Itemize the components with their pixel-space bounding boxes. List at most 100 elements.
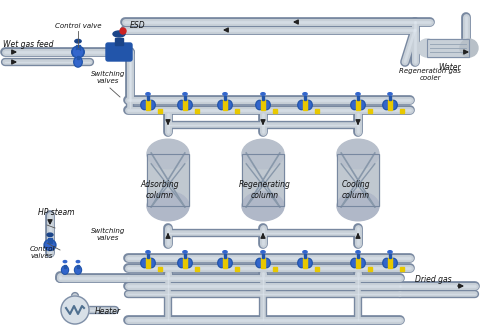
- Text: Dried gas: Dried gas: [415, 275, 452, 284]
- Ellipse shape: [264, 260, 269, 266]
- Text: Heater: Heater: [95, 307, 121, 316]
- Bar: [304, 96, 306, 100]
- Ellipse shape: [147, 192, 189, 221]
- Bar: [400, 267, 404, 271]
- Ellipse shape: [75, 58, 81, 66]
- Ellipse shape: [359, 260, 364, 266]
- Ellipse shape: [179, 260, 184, 266]
- Ellipse shape: [263, 100, 270, 110]
- Ellipse shape: [76, 260, 80, 263]
- Ellipse shape: [256, 100, 264, 110]
- Ellipse shape: [142, 101, 147, 109]
- Ellipse shape: [149, 260, 154, 266]
- Bar: [147, 154, 189, 206]
- Bar: [77, 265, 79, 268]
- Bar: [76, 45, 80, 50]
- Ellipse shape: [388, 251, 392, 253]
- Ellipse shape: [384, 101, 389, 109]
- Bar: [158, 267, 162, 271]
- Bar: [368, 267, 372, 271]
- Circle shape: [120, 28, 126, 34]
- Ellipse shape: [46, 241, 54, 249]
- Bar: [389, 96, 391, 100]
- Bar: [146, 258, 150, 268]
- Ellipse shape: [47, 233, 53, 237]
- Ellipse shape: [183, 93, 187, 95]
- Bar: [223, 100, 227, 110]
- Ellipse shape: [149, 101, 154, 109]
- Bar: [357, 96, 359, 100]
- Ellipse shape: [225, 258, 232, 268]
- Ellipse shape: [337, 192, 379, 221]
- Text: HP steam: HP steam: [38, 208, 74, 217]
- Ellipse shape: [146, 251, 150, 253]
- Ellipse shape: [358, 100, 365, 110]
- Text: Control
valves: Control valves: [29, 246, 55, 259]
- Ellipse shape: [261, 93, 265, 95]
- Bar: [235, 267, 239, 271]
- Circle shape: [61, 296, 89, 324]
- Bar: [337, 154, 379, 206]
- Ellipse shape: [225, 100, 232, 110]
- Ellipse shape: [388, 93, 392, 95]
- Ellipse shape: [142, 260, 147, 266]
- Text: Regenerating
column: Regenerating column: [239, 180, 291, 200]
- Ellipse shape: [359, 101, 364, 109]
- Ellipse shape: [141, 258, 148, 268]
- Ellipse shape: [242, 192, 284, 221]
- Ellipse shape: [261, 251, 265, 253]
- Ellipse shape: [358, 258, 365, 268]
- Ellipse shape: [113, 31, 125, 37]
- Bar: [77, 56, 79, 59]
- Ellipse shape: [76, 50, 80, 53]
- Ellipse shape: [390, 258, 397, 268]
- Ellipse shape: [44, 240, 56, 251]
- Ellipse shape: [185, 100, 192, 110]
- Ellipse shape: [298, 100, 305, 110]
- Bar: [427, 39, 469, 57]
- Bar: [368, 109, 372, 113]
- Ellipse shape: [178, 258, 185, 268]
- Ellipse shape: [226, 101, 231, 109]
- Ellipse shape: [298, 258, 305, 268]
- Ellipse shape: [147, 100, 155, 110]
- Ellipse shape: [390, 100, 397, 110]
- Bar: [356, 258, 360, 268]
- Text: Water: Water: [438, 63, 461, 72]
- Ellipse shape: [306, 260, 311, 266]
- Text: Cooling
column: Cooling column: [342, 180, 370, 200]
- Bar: [242, 154, 284, 206]
- Ellipse shape: [218, 258, 226, 268]
- Ellipse shape: [226, 260, 231, 266]
- Ellipse shape: [73, 47, 83, 56]
- Ellipse shape: [299, 260, 304, 266]
- Ellipse shape: [257, 101, 262, 109]
- Text: Adsorbing
column: Adsorbing column: [141, 180, 180, 200]
- Bar: [48, 238, 52, 243]
- Ellipse shape: [74, 57, 82, 67]
- Ellipse shape: [75, 267, 81, 273]
- Bar: [388, 258, 392, 268]
- Ellipse shape: [356, 251, 360, 253]
- Ellipse shape: [178, 100, 185, 110]
- Bar: [356, 100, 360, 110]
- Ellipse shape: [460, 39, 478, 57]
- Ellipse shape: [74, 266, 82, 274]
- Ellipse shape: [63, 260, 67, 263]
- Bar: [115, 38, 123, 45]
- Text: Regeneration gas
cooler: Regeneration gas cooler: [399, 68, 461, 81]
- Text: Wet gas feed: Wet gas feed: [3, 40, 53, 49]
- Ellipse shape: [337, 139, 379, 169]
- Bar: [261, 258, 264, 268]
- Bar: [64, 265, 66, 268]
- Bar: [357, 254, 359, 258]
- Ellipse shape: [219, 101, 224, 109]
- Ellipse shape: [183, 251, 187, 253]
- Ellipse shape: [218, 100, 226, 110]
- Text: Switching
valves: Switching valves: [91, 228, 125, 241]
- Ellipse shape: [75, 39, 81, 43]
- Bar: [147, 154, 189, 206]
- Bar: [195, 109, 199, 113]
- Bar: [337, 154, 379, 206]
- Ellipse shape: [146, 93, 150, 95]
